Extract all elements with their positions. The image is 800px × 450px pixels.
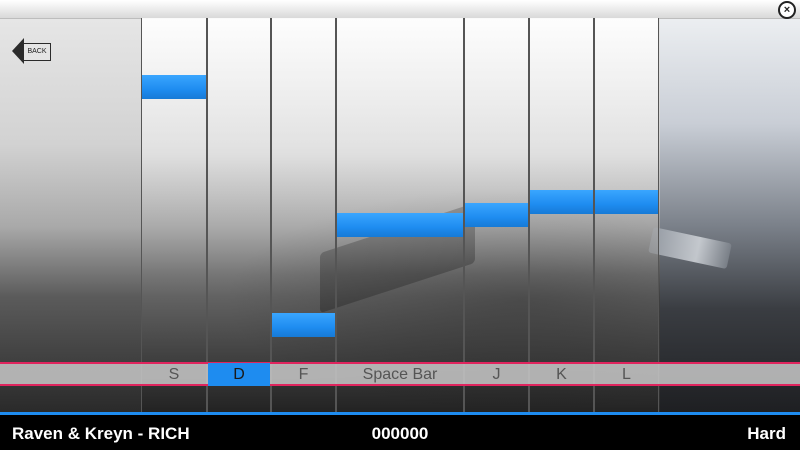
- key-label-l[interactable]: L: [622, 366, 631, 383]
- lane-l: [594, 18, 659, 412]
- close-icon[interactable]: ×: [778, 1, 796, 19]
- title-bar: ×: [0, 0, 800, 19]
- key-label-f[interactable]: F: [298, 366, 309, 383]
- song-title: Raven & Kreyn - RICH: [12, 424, 190, 443]
- key-label-d[interactable]: D: [233, 366, 245, 383]
- note-k: [530, 190, 593, 214]
- note-l: [595, 190, 658, 214]
- key-label-k[interactable]: K: [556, 366, 567, 383]
- note-s: [142, 75, 206, 99]
- key-label-space-bar[interactable]: Space Bar: [362, 366, 438, 383]
- back-arrow-icon: [12, 38, 24, 64]
- key-d-active: [208, 363, 270, 386]
- hit-line: [0, 362, 800, 386]
- key-label-s[interactable]: S: [168, 366, 180, 383]
- status-bar: Raven & Kreyn - RICH 000000 Hard: [0, 412, 800, 450]
- score-counter: 000000: [371, 424, 429, 443]
- note-space-bar: [337, 213, 463, 237]
- lane-f: [271, 18, 336, 412]
- lane-k: [529, 18, 594, 412]
- lane-d: [207, 18, 271, 412]
- note-j: [465, 203, 528, 227]
- back-button[interactable]: BACK: [12, 38, 51, 64]
- background-scene-right: [660, 0, 800, 412]
- note-f: [272, 313, 335, 337]
- back-label: BACK: [23, 43, 51, 61]
- key-label-j[interactable]: J: [492, 366, 501, 383]
- difficulty-label: Hard: [747, 424, 786, 443]
